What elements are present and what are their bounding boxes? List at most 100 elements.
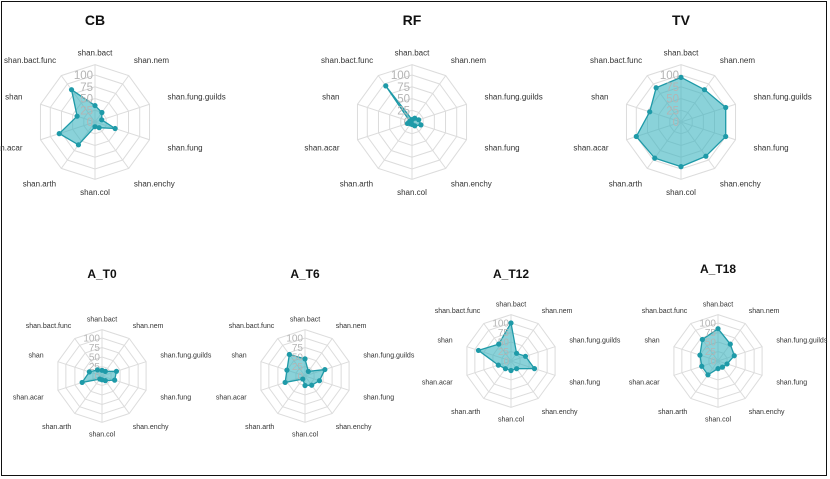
axis-label-shan-acar: shan.acar: [13, 394, 44, 401]
tick-label-25: 25: [292, 362, 304, 373]
tick-label-100: 100: [492, 319, 509, 330]
data-point-shan-bact: [715, 326, 721, 332]
axis-label-shan-bact: shan.bact: [290, 316, 320, 323]
axis-label-shan-col: shan.col: [397, 188, 427, 197]
data-point-shan-fung-guilds: [113, 368, 120, 374]
spoke: [377, 121, 413, 169]
tick-label-100: 100: [660, 70, 679, 82]
axis-label-shan-col: shan.col: [705, 417, 732, 424]
data-point-shan-fung: [316, 378, 323, 384]
axis-label-shan-nem: shan.nem: [133, 323, 164, 330]
tick-label-0: 0: [87, 117, 93, 129]
tick-label-75: 75: [80, 82, 93, 94]
tick-label-75: 75: [498, 328, 510, 339]
data-point-shan-bact: [92, 102, 98, 109]
radar-panel-rf: RF0255075100shan.bactshan.nemshan.fung.g…: [304, 12, 542, 197]
tick-label-50: 50: [80, 94, 93, 106]
tick-label-50: 50: [292, 353, 304, 364]
spoke: [74, 375, 103, 414]
data-point-shan-col: [678, 164, 684, 170]
axis-label-shan-col: shan.col: [89, 432, 116, 439]
panel-title: RF: [403, 12, 422, 28]
axis-label-shan: shan: [5, 92, 22, 101]
data-point-shan-nem: [305, 368, 311, 374]
axis-label-shan-fung-guilds: shan.fung.guilds: [753, 92, 811, 101]
data-point-shan-bact-func: [94, 367, 101, 373]
data-point-shan-fung: [112, 377, 118, 383]
data-point-shan-arth: [97, 376, 103, 382]
axis-label-shan-enchy: shan.enchy: [134, 180, 175, 189]
tick-label-100: 100: [286, 334, 303, 345]
data-point-shan-fung-guilds: [322, 366, 328, 373]
tick-label-0: 0: [710, 357, 716, 368]
axis-label-shan-col: shan.col: [666, 188, 696, 197]
tick-label-75: 75: [666, 82, 679, 94]
axis-label-shan-bact-func: shan.bact.func: [26, 323, 72, 330]
axis-label-shan: shan: [644, 338, 659, 345]
data-point-shan-acar: [56, 131, 62, 137]
axis-label-shan-fung-guilds: shan.fung.guilds: [776, 338, 827, 345]
axis-label-shan-bact-func: shan.bact.func: [642, 308, 688, 315]
axis-label-shan: shan: [437, 338, 452, 345]
data-point-shan-fung-guilds: [416, 117, 422, 123]
tick-label-100: 100: [74, 70, 93, 82]
data-point-shan: [647, 109, 653, 115]
axis-label-shan-bact-func: shan.bact.func: [4, 56, 56, 65]
tick-label-25: 25: [498, 347, 510, 358]
tick-label-75: 75: [292, 343, 304, 354]
data-point-shan-fung: [418, 122, 424, 128]
axis-label-shan-bact: shan.bact: [703, 301, 733, 308]
axis-label-shan-fung-guilds: shan.fung.guilds: [167, 92, 225, 101]
data-point-shan-bact-func: [68, 87, 75, 93]
tick-label-25: 25: [89, 362, 101, 373]
data-point-shan-enchy: [309, 382, 315, 388]
panel-title: A_T0: [87, 267, 117, 281]
data-point-shan-bact-func: [653, 85, 659, 91]
tick-label-50: 50: [89, 353, 101, 364]
data-point-shan-bact-func: [383, 83, 389, 89]
data-point-shan-acar: [633, 133, 639, 140]
data-point-shan-fung-guilds: [731, 353, 737, 359]
spoke: [357, 121, 413, 141]
axis-label-shan-acar: shan.acar: [304, 143, 339, 152]
axis-label-shan: shan: [591, 92, 608, 101]
axis-label-shan-fung: shan.fung: [167, 143, 202, 152]
data-point-shan-bact: [302, 356, 308, 362]
tick-label-25: 25: [666, 105, 679, 117]
data-point-shan-bact: [678, 74, 684, 80]
data-point-shan-bact-func: [699, 336, 705, 343]
panel-title: CB: [85, 12, 105, 28]
tick-label-50: 50: [705, 338, 717, 349]
axis-label-shan-enchy: shan.enchy: [542, 409, 578, 416]
axis-label-shan-arth: shan.arth: [42, 424, 71, 431]
data-point-shan-nem: [513, 350, 520, 356]
tick-label-75: 75: [397, 82, 410, 94]
data-point-shan-col: [92, 124, 98, 130]
data-point-shan-arth: [75, 142, 82, 148]
data-point-shan-nem: [412, 115, 418, 121]
data-point-shan-nem: [727, 341, 733, 347]
axis-label-shan: shan: [231, 353, 246, 360]
tick-label-50: 50: [397, 94, 410, 106]
axis-label-shan-enchy: shan.enchy: [336, 424, 372, 431]
tick-label-0: 0: [673, 117, 679, 129]
data-point-shan: [407, 118, 413, 124]
tick-label-0: 0: [94, 372, 100, 383]
axis-label-shan-nem: shan.nem: [134, 56, 169, 65]
axis-label-shan-fung: shan.fung: [753, 143, 788, 152]
data-point-shan-arth: [502, 366, 509, 372]
axis-label-shan-acar: shan.acar: [216, 394, 247, 401]
tick-label-50: 50: [498, 338, 510, 349]
data-point-shan-bact: [508, 320, 514, 326]
axis-label-shan: shan: [28, 353, 43, 360]
tick-label-75: 75: [89, 343, 101, 354]
data-point-shan-enchy: [703, 153, 709, 159]
axis-label-shan-nem: shan.nem: [451, 56, 486, 65]
series-area: [635, 76, 727, 168]
data-point-shan-nem: [102, 368, 108, 374]
